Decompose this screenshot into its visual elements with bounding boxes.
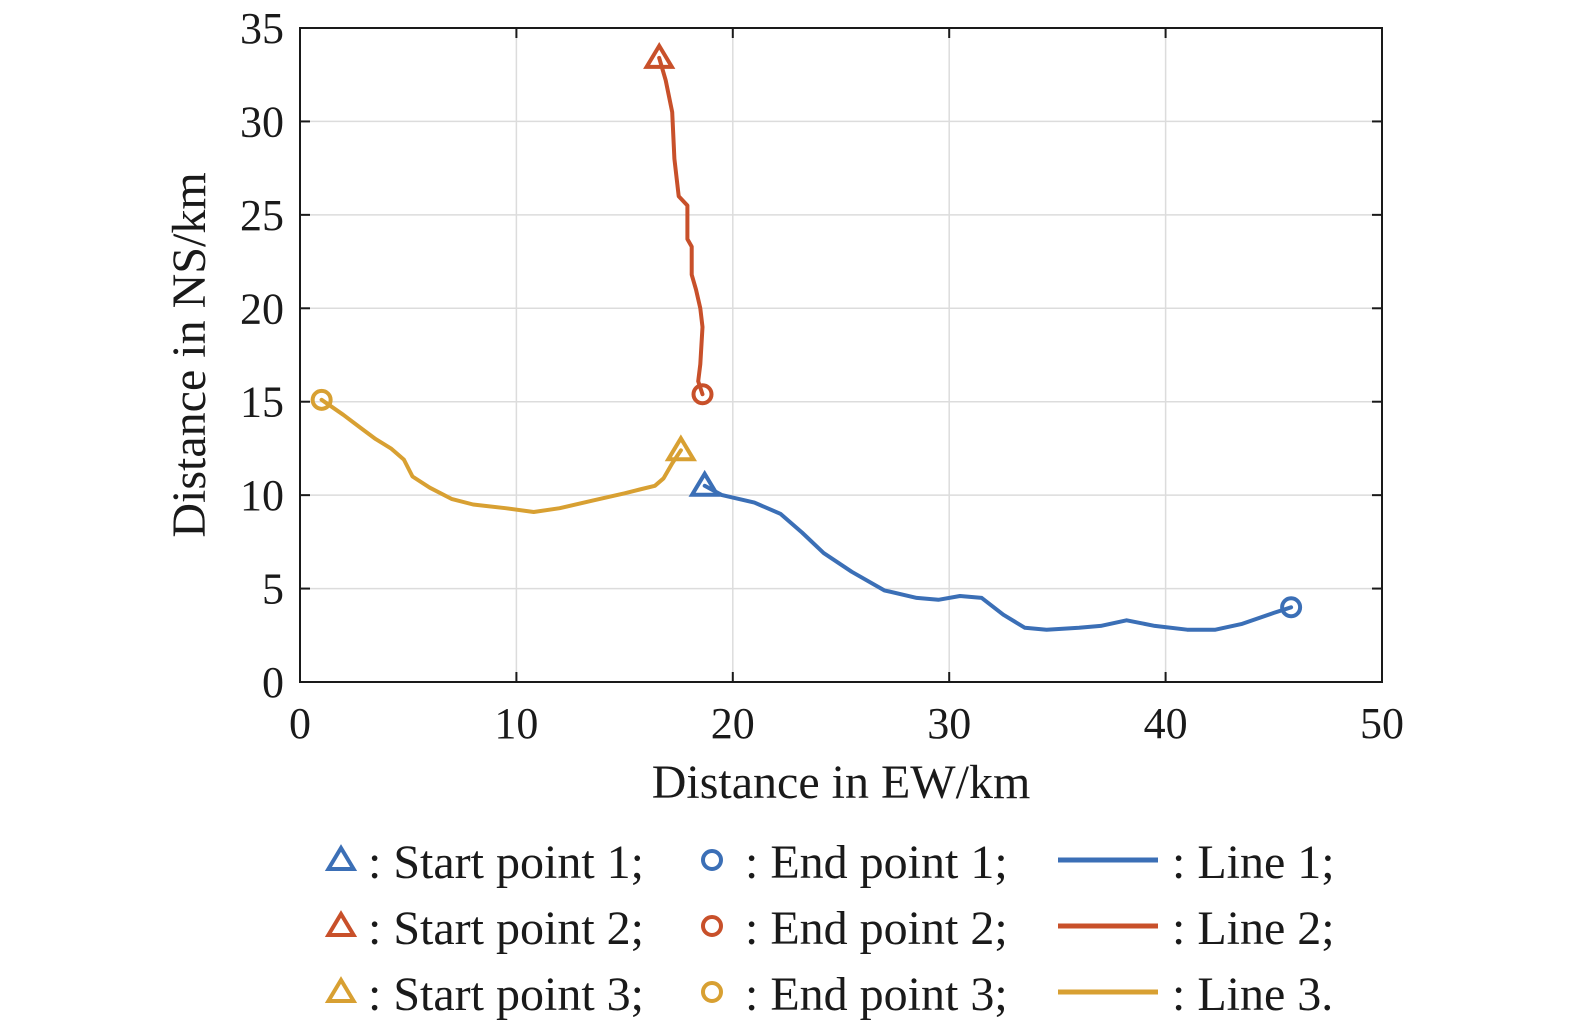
legend-end-point-1-label: : End point 1; bbox=[745, 836, 1008, 889]
legend-end-point-3-label: : End point 3; bbox=[745, 968, 1008, 1021]
y-tick-label: 35 bbox=[240, 4, 284, 53]
legend: : Start point 1; : End point 1; : Line 1;:… bbox=[324, 836, 1335, 1021]
grid-lines bbox=[300, 28, 1382, 682]
legend-line-1-label: : Line 1; bbox=[1172, 836, 1335, 889]
y-tick-label: 0 bbox=[262, 658, 284, 707]
legend-end-point-2-label: : End point 2; bbox=[745, 902, 1008, 955]
y-tick-label: 15 bbox=[240, 378, 284, 427]
x-tick-label: 50 bbox=[1360, 699, 1404, 748]
legend-start-point-1-icon bbox=[324, 844, 358, 871]
end-point-2-marker bbox=[691, 383, 714, 406]
legend-end-point-1-icon bbox=[701, 849, 723, 871]
plot-area-frame bbox=[299, 27, 1383, 683]
legend-start-point-2-icon bbox=[324, 910, 358, 937]
start-point-1-marker bbox=[688, 469, 721, 497]
end-point-3-marker bbox=[310, 388, 333, 411]
legend-line-2-label: : Line 2; bbox=[1172, 902, 1335, 955]
end-point-1-marker bbox=[1280, 596, 1303, 619]
x-tick-label: 30 bbox=[927, 699, 971, 748]
x-tick-label: 0 bbox=[289, 699, 311, 748]
y-axis-label: Distance in NS/km bbox=[163, 172, 216, 537]
start-point-2-marker bbox=[643, 42, 676, 69]
legend-end-point-2-icon bbox=[701, 915, 723, 937]
y-tick-label: 5 bbox=[262, 565, 284, 614]
legend-line-3-label: : Line 3. bbox=[1172, 968, 1333, 1021]
start-point-3-marker bbox=[664, 434, 697, 462]
x-tick-label: 20 bbox=[711, 699, 755, 748]
x-axis-label: Distance in EW/km bbox=[652, 756, 1031, 809]
x-tick-label: 40 bbox=[1144, 699, 1188, 748]
axis-ticks bbox=[299, 27, 1383, 683]
series-layer bbox=[310, 42, 1303, 632]
series-line-1 bbox=[702, 483, 1294, 632]
y-tick-label: 30 bbox=[240, 97, 284, 146]
legend-end-point-3-icon bbox=[701, 981, 723, 1003]
y-tick-labels: 0 5 10 15 20 25 30 35 bbox=[240, 4, 284, 707]
legend-start-point-2-label: : Start point 2; bbox=[368, 902, 644, 955]
series-line-2 bbox=[657, 55, 705, 397]
legend-start-point-3-label: : Start point 3; bbox=[368, 968, 644, 1021]
y-tick-label: 10 bbox=[240, 471, 284, 520]
legend-start-point-3-icon bbox=[324, 976, 358, 1003]
y-tick-label: 20 bbox=[240, 284, 284, 333]
legend-start-point-1-label: : Start point 1; bbox=[368, 836, 644, 889]
x-tick-labels: 0 10 20 30 40 50 bbox=[289, 699, 1404, 748]
y-tick-label: 25 bbox=[240, 191, 284, 240]
x-tick-label: 10 bbox=[494, 699, 538, 748]
series-line-3 bbox=[319, 397, 683, 514]
